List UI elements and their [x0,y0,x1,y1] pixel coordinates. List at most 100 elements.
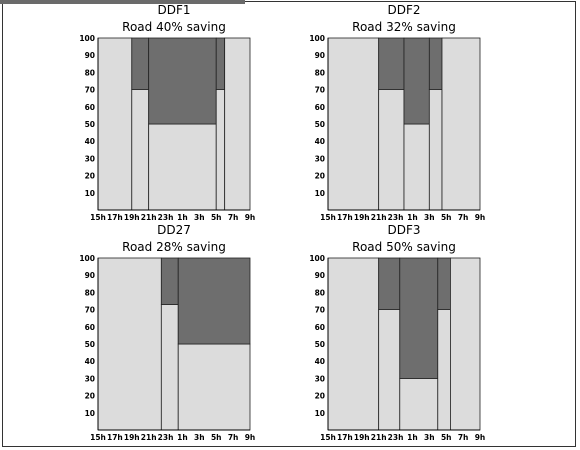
chart-subtitle: Road 40% saving [122,20,226,34]
bar-light-segment [97,257,162,431]
x-tick-label: 19h [354,213,370,222]
bar-light-segment [378,89,405,211]
x-tick-label: 5h [441,433,452,442]
y-tick-label: 30 [315,154,325,163]
y-tick-label: 20 [315,172,325,181]
bar-light-segment [160,304,179,431]
x-tick-label: 23h [388,213,404,222]
bar-dark-segment [378,37,405,90]
x-tick-label: 15h [320,213,336,222]
x-tick-label: 3h [424,213,435,222]
x-tick-label: 1h [177,433,188,442]
y-tick-label: 20 [315,392,325,401]
y-tick-label: 60 [85,103,95,112]
x-tick-label: 5h [211,213,222,222]
x-tick-label: 9h [245,433,256,442]
bar-light-segment [177,343,251,431]
y-tick-label: 70 [85,306,95,315]
x-tick-label: 9h [475,213,486,222]
bar-dark-segment [378,257,401,310]
y-tick-label: 10 [315,189,325,198]
bar-dark-segment [215,37,226,90]
bar-light-segment [403,123,430,211]
x-tick-label: 3h [194,433,205,442]
x-tick-label: 15h [90,213,106,222]
x-tick-label: 19h [354,433,370,442]
chart-title: DDF2 [387,3,420,17]
x-tick-label: 23h [158,433,174,442]
y-tick-label: 70 [315,306,325,315]
x-tick-label: 3h [194,213,205,222]
x-tick-label: 3h [424,433,435,442]
x-tick-label: 17h [337,213,353,222]
y-tick-label: 80 [85,68,95,77]
y-tick-label: 90 [315,51,325,60]
y-tick-label: 30 [85,154,95,163]
header-bar [0,0,245,4]
bar-light-segment [97,37,133,211]
y-tick-label: 50 [315,120,325,129]
bar-light-segment [437,309,451,431]
x-tick-label: 17h [337,433,353,442]
bar-light-segment [441,37,481,211]
bar-dark-segment [131,37,150,90]
chart-title: DD27 [157,223,191,237]
x-tick-label: 5h [441,213,452,222]
x-tick-label: 19h [124,213,140,222]
y-tick-label: 40 [315,357,325,366]
y-tick-label: 60 [315,103,325,112]
chart-title: DDF1 [157,3,190,17]
bar-light-segment [215,89,226,211]
chart-subtitle: Road 32% saving [352,20,456,34]
bar-dark-segment [177,257,251,345]
chart-panel-4: DDF3 Road 50% saving 10 20 30 40 50 60 70 80 90 100… [309,223,485,442]
x-tick-label: 17h [107,213,123,222]
x-tick-label: 21h [141,213,157,222]
x-tick-label: 1h [407,213,418,222]
y-tick-label: 100 [79,34,95,43]
x-tick-label: 19h [124,433,140,442]
y-tick-label: 50 [315,340,325,349]
y-tick-label: 80 [85,288,95,297]
bar-light-segment [131,89,150,211]
x-tick-label: 23h [158,213,174,222]
y-tick-label: 30 [315,374,325,383]
y-tick-label: 90 [85,51,95,60]
chart-panel-3: DD27 Road 28% saving 10 20 30 40 50 60 70 80 90 100… [79,223,255,442]
bar-light-segment [327,257,380,431]
y-tick-label: 70 [85,86,95,95]
y-tick-label: 80 [315,288,325,297]
chart-panel-2: DDF2 Road 32% saving 10 20 30 40 50 60 70 80 90 100… [309,3,485,222]
bar-light-segment [399,377,439,431]
chart-subtitle: Road 28% saving [122,240,226,254]
x-tick-label: 21h [141,433,157,442]
y-tick-label: 30 [85,374,95,383]
y-tick-label: 60 [85,323,95,332]
bar-light-segment [148,123,217,211]
bar-dark-segment [437,257,451,310]
bar-light-segment [327,37,380,211]
x-tick-label: 1h [407,433,418,442]
y-tick-label: 10 [85,189,95,198]
chart-panel-1: DDF1 Road 40% saving 10 20 30 40 50 60 70 80 90 100… [79,3,255,222]
x-tick-label: 9h [475,433,486,442]
bar-dark-segment [160,257,179,305]
x-tick-label: 7h [458,213,469,222]
x-tick-label: 5h [211,433,222,442]
y-tick-label: 40 [85,357,95,366]
x-tick-label: 9h [245,213,256,222]
x-tick-label: 1h [177,213,188,222]
x-tick-label: 17h [107,433,123,442]
bar-dark-segment [428,37,443,90]
x-tick-label: 21h [371,213,387,222]
y-tick-label: 80 [315,68,325,77]
y-tick-label: 100 [79,254,95,263]
y-tick-label: 70 [315,86,325,95]
y-tick-label: 40 [315,137,325,146]
y-tick-label: 10 [315,409,325,418]
bar-light-segment [450,257,481,431]
chart-subtitle: Road 50% saving [352,240,456,254]
y-tick-label: 100 [309,254,325,263]
x-tick-label: 21h [371,433,387,442]
